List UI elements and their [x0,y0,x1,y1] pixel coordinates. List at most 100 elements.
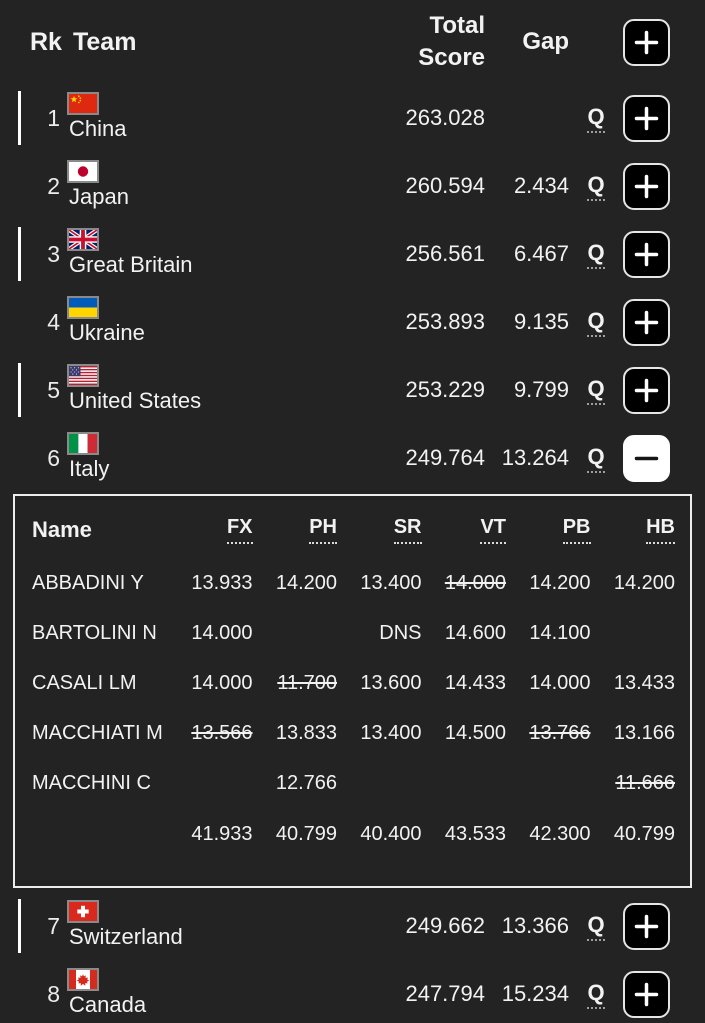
team-gap: 13.366 [501,913,569,938]
team-apparatus-totals-row: 41.933 40.799 40.400 43.533 42.300 40.799 [32,808,675,860]
team-row: 3 Great Britain 256.561 6.467 Q [0,220,705,288]
team-total-score: 263.028 [405,105,485,130]
expand-team-button[interactable] [623,970,670,1018]
apparatus-abbreviation: PH [309,516,337,544]
team-rank: 8 [47,980,60,1007]
detail-header-row: Name FX PH SR VT PB HB [32,502,675,558]
apparatus-total: 43.533 [444,822,506,845]
team-cell: Italy [67,432,110,482]
plus-icon [634,106,659,130]
apparatus-score: 14.100 [529,621,591,644]
expand-team-button[interactable] [623,366,670,414]
current-rotation-marker [18,899,21,953]
ua-flag-icon [67,296,99,319]
team-rank: 1 [47,104,60,131]
team-total-score: 260.594 [405,173,485,198]
apparatus-score: 14.600 [444,621,506,644]
apparatus-score: 11.700 [277,671,337,694]
apparatus-score: 11.666 [615,771,675,794]
team-row: 5 United States 253.229 9.799 Q [0,356,705,424]
apparatus-score: 12.766 [275,771,337,794]
team-gap: 2.434 [513,173,569,198]
gymnast-name: CASALI LM [32,671,137,694]
apparatus-score: 13.400 [360,721,422,744]
apparatus-column-header-vt[interactable]: VT [422,516,506,544]
team-cell: Great Britain [67,228,193,278]
current-rotation-marker [18,91,21,145]
apparatus-score: 14.000 [529,671,591,694]
qualifier-cell: Q [569,104,623,133]
apparatus-column-header-sr[interactable]: SR [337,516,422,544]
apparatus-score: 13.400 [360,571,422,594]
qualifier-cell: Q [569,980,623,1009]
current-rotation-marker [18,227,21,281]
apparatus-score: 14.500 [444,721,506,744]
expand-team-button[interactable] [623,298,670,346]
team-gap: 15.234 [501,981,569,1006]
team-rank: 2 [47,172,60,199]
expand-all-button[interactable] [623,18,670,66]
qualifier-cell: Q [569,172,623,201]
apparatus-column-header-pb[interactable]: PB [506,516,591,544]
team-name: Switzerland [69,924,183,949]
detail-name-column-header: Name [32,517,92,542]
team-column-header: Team [72,27,137,56]
qualifier-cell: Q [569,912,623,941]
total-score-header-line1: Total [429,11,485,39]
it-flag-icon [67,432,99,455]
plus-icon [634,982,659,1006]
expand-team-button[interactable] [623,162,670,210]
expand-team-button[interactable] [623,94,670,142]
us-flag-icon [67,364,99,387]
team-rank: 6 [47,444,60,471]
standings-rows: 1 China 263.028 Q 2 Japan 260.594 2.434 … [0,84,705,1023]
ca-flag-icon [67,968,99,991]
apparatus-column-header-ph[interactable]: PH [253,516,337,544]
team-total-score: 249.662 [405,913,485,938]
apparatus-column-header-hb[interactable]: HB [591,516,675,544]
team-rank: 3 [47,240,60,267]
gymnast-name: ABBADINI Y [32,571,144,594]
rank-team-column-headers: Rk Team [30,28,136,57]
team-gap: 13.264 [501,445,569,470]
qualifier-cell: Q [569,444,623,473]
jp-flag-icon [67,160,99,183]
qualified-badge: Q [587,240,605,269]
team-detail-table: Name FX PH SR VT PB HB ABBADINI Y 13.933 14.200 13… [13,494,692,888]
apparatus-score: 13.600 [360,671,422,694]
team-total-score: 247.794 [405,981,485,1006]
team-rank: 4 [47,308,60,335]
team-row: 8 Canada 247.794 15.234 Q [0,960,705,1023]
apparatus-score: 14.000 [191,621,253,644]
apparatus-score: 13.166 [613,721,675,744]
standings-header: Rk Team Total Score Gap [0,0,705,84]
apparatus-abbreviation: PB [562,516,591,544]
team-row: 6 Italy 249.764 13.264 Q [0,424,705,492]
gymnast-row: BARTOLINI N 14.000 DNS 14.600 14.100 [32,608,675,658]
gymnast-name: BARTOLINI N [32,621,157,644]
apparatus-abbreviation: SR [393,516,422,544]
team-gap: 6.467 [513,241,569,266]
team-name: Italy [69,456,110,481]
gymnast-row: MACCHINI C 12.766 11.666 [32,758,675,808]
team-rank: 7 [47,912,60,939]
plus-icon [634,914,659,938]
total-score-column-header: Total Score [375,10,485,75]
team-total-score: 249.764 [405,445,485,470]
team-total-score: 253.229 [405,377,485,402]
team-gap: 9.799 [513,377,569,402]
collapse-team-button[interactable] [623,434,670,482]
team-gap: 9.135 [513,309,569,334]
expand-team-button[interactable] [623,230,670,278]
expand-team-button[interactable] [623,902,670,950]
apparatus-score: 14.000 [191,671,253,694]
apparatus-column-header-fx[interactable]: FX [168,516,253,544]
apparatus-score: 14.200 [275,571,337,594]
qualified-badge: Q [587,980,605,1009]
apparatus-total: 40.799 [613,822,675,845]
gymnast-row: ABBADINI Y 13.933 14.200 13.400 14.000 14.200… [32,558,675,608]
team-row: 7 Switzerland 249.662 13.366 Q [0,892,705,960]
qualifier-cell: Q [569,240,623,269]
apparatus-total: 42.300 [529,822,591,845]
